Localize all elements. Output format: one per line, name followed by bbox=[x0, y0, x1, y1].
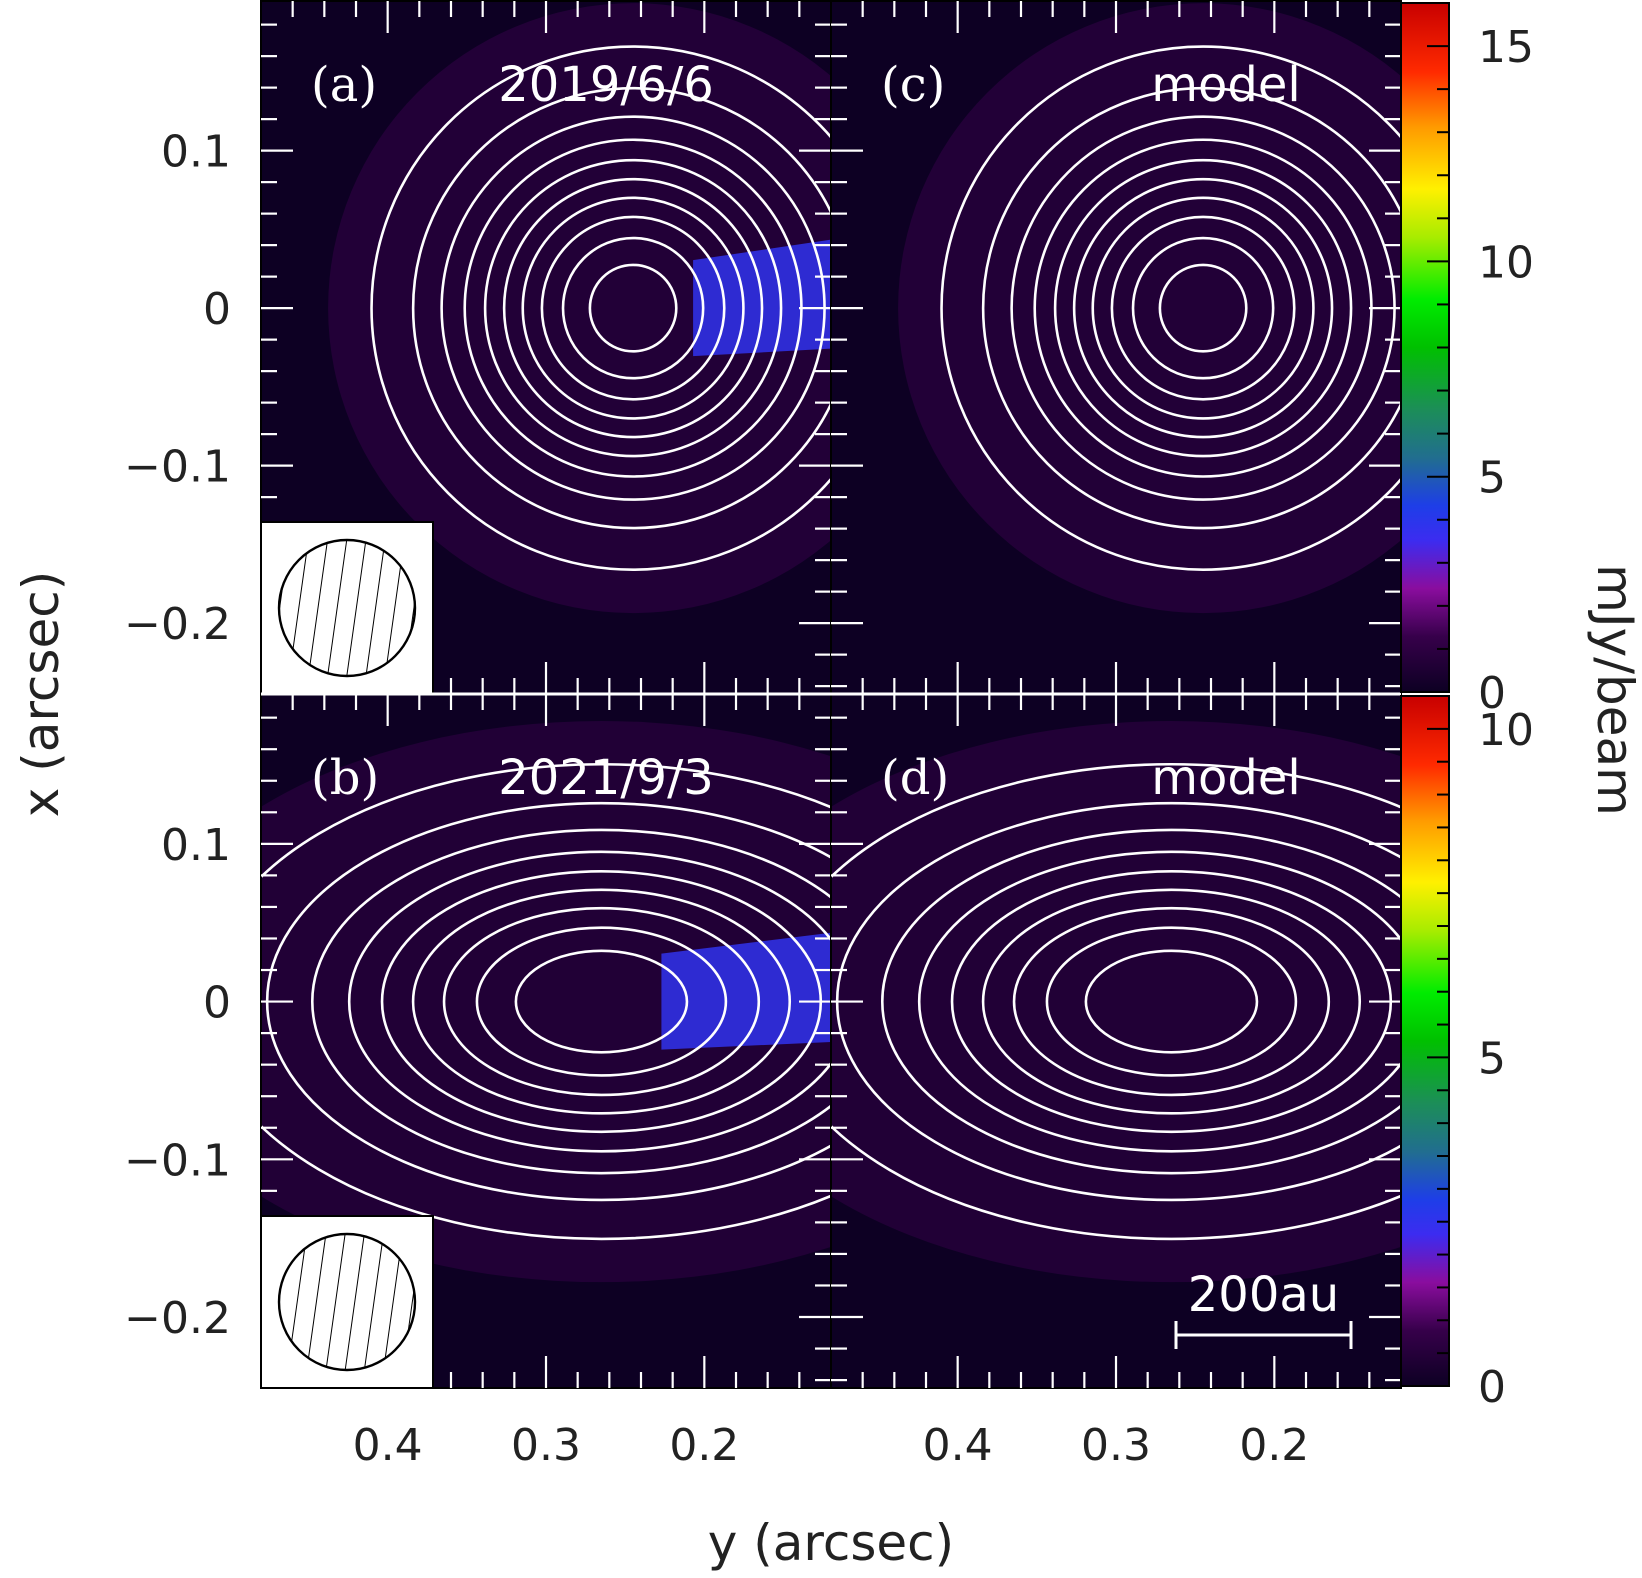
colorbar-tick-label: 0 bbox=[1478, 1362, 1506, 1413]
contour-line bbox=[981, 888, 1362, 1115]
x-tick-label: 0.2 bbox=[1239, 1420, 1309, 1471]
x-tick-label: 0.4 bbox=[353, 1420, 423, 1471]
contour-line bbox=[1072, 177, 1334, 439]
x-tick-label: 0.3 bbox=[1081, 1420, 1151, 1471]
contour-line bbox=[940, 45, 1401, 571]
colorbars: 0 5 10 15 0 5 10 bbox=[1400, 2, 1534, 1413]
panel-c bbox=[831, 1, 1401, 694]
contour-line bbox=[502, 177, 764, 439]
y-tick-label: −0.2 bbox=[124, 599, 231, 650]
scalebar-label: 200au bbox=[1188, 1267, 1339, 1323]
colorbar-tick-label: 15 bbox=[1478, 22, 1534, 73]
contour-line bbox=[521, 196, 745, 420]
contour-line bbox=[1158, 263, 1248, 353]
colorbar bbox=[1400, 695, 1450, 1387]
contour-line bbox=[1084, 949, 1259, 1054]
y-tick-label: −0.2 bbox=[124, 1293, 231, 1344]
contour-line bbox=[1091, 196, 1315, 420]
contour-line bbox=[540, 215, 726, 401]
colorbar-tick-label: 10 bbox=[1478, 705, 1534, 756]
colorbar-tick-label: 10 bbox=[1478, 237, 1534, 288]
jet-emission bbox=[661, 932, 831, 1050]
panel-title: model bbox=[1151, 750, 1300, 806]
y-axis-title: x (arcsec) bbox=[12, 571, 70, 817]
contour-line bbox=[411, 86, 831, 530]
x-tick-label: 0.3 bbox=[511, 1420, 581, 1471]
colorbar-tick-label: 0 bbox=[1478, 668, 1506, 719]
beam-ellipse bbox=[277, 538, 417, 678]
contour-line bbox=[588, 263, 678, 353]
x-tick-label: 0.4 bbox=[923, 1420, 993, 1471]
contour-line bbox=[347, 850, 831, 1153]
y-tick-label: −0.1 bbox=[124, 442, 231, 493]
contour-line bbox=[1131, 236, 1275, 380]
panel-title: model bbox=[1151, 57, 1300, 113]
y-tick-label: −0.1 bbox=[124, 1135, 231, 1186]
contour-line bbox=[831, 763, 1401, 1241]
contour-line bbox=[483, 158, 783, 458]
contour-line bbox=[1110, 215, 1296, 401]
contour-line bbox=[514, 949, 689, 1054]
panel-b bbox=[261, 694, 831, 1388]
contour-line bbox=[311, 828, 831, 1175]
contour-line bbox=[411, 888, 792, 1115]
panel-letter: (c) bbox=[881, 57, 945, 113]
y-tick-label: 0.1 bbox=[161, 127, 231, 178]
x-axis-title: y (arcsec) bbox=[708, 1514, 954, 1572]
contour-line bbox=[475, 926, 728, 1077]
y-tick-label: 0 bbox=[203, 978, 231, 1029]
contour-line bbox=[1045, 926, 1298, 1077]
contour-line bbox=[370, 45, 831, 571]
panel-letter: (b) bbox=[311, 750, 379, 806]
beam-ellipse bbox=[277, 1232, 417, 1372]
contour-line bbox=[1012, 906, 1331, 1097]
contour-line bbox=[981, 86, 1401, 530]
contour-line bbox=[881, 828, 1401, 1175]
panel-letter: (d) bbox=[881, 750, 949, 806]
y-tick-label: 0.1 bbox=[161, 820, 231, 871]
panel-title: 2019/6/6 bbox=[498, 57, 714, 113]
y-tick-label: 0 bbox=[203, 284, 231, 335]
contour-line bbox=[261, 763, 831, 1241]
panel-d bbox=[831, 694, 1401, 1388]
contour-line bbox=[917, 850, 1401, 1153]
contour-line bbox=[561, 236, 705, 380]
colorbar-tick-label: 5 bbox=[1478, 453, 1506, 504]
contour-line bbox=[1053, 158, 1353, 458]
colorbar-title: mJy/beam bbox=[1586, 564, 1642, 816]
panel-letter: (a) bbox=[311, 57, 377, 113]
colorbar-tick-label: 5 bbox=[1478, 1033, 1506, 1084]
contour-line bbox=[442, 906, 761, 1097]
panels: (a) 2019/6/6 (b) 2021/9/3 (c) model (d) model 20… bbox=[124, 0, 1402, 1471]
panel-a bbox=[261, 1, 831, 694]
panel-title: 2021/9/3 bbox=[498, 750, 714, 806]
x-tick-label: 0.2 bbox=[669, 1420, 739, 1471]
